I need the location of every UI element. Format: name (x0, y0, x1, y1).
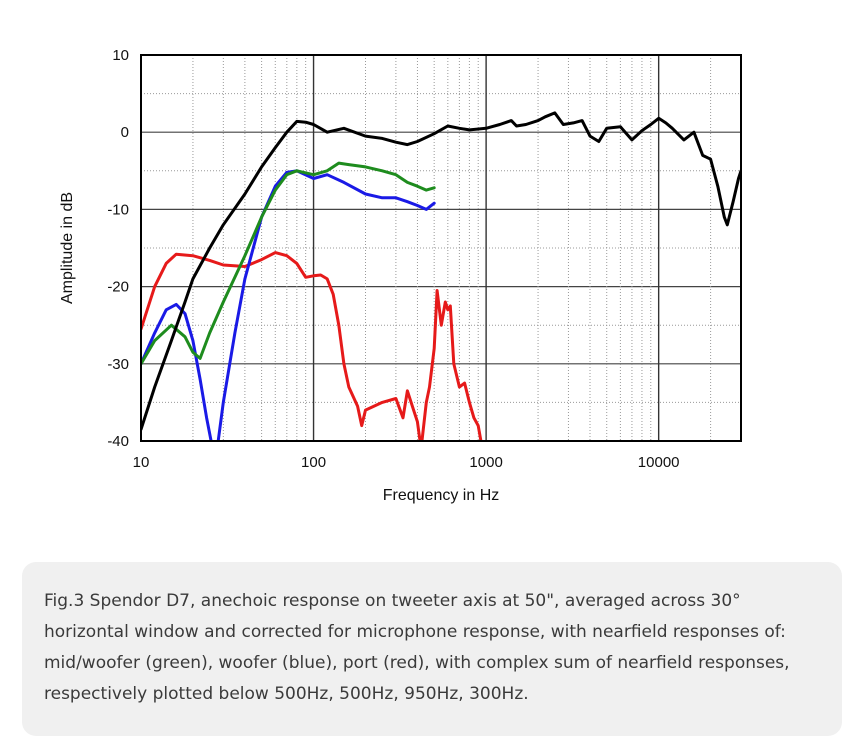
figure-caption: Fig.3 Spendor D7, anechoic response on t… (44, 591, 790, 704)
x-tick-label: 10000 (638, 454, 680, 471)
series-line-port (141, 251, 483, 441)
y-tick-label: -30 (107, 356, 129, 373)
y-tick-label: -20 (107, 279, 129, 296)
x-tick-label: 1000 (469, 454, 502, 471)
x-tick-label: 10 (133, 454, 150, 471)
x-axis-title: Frequency in Hz (383, 487, 500, 504)
chart-series (141, 111, 741, 441)
y-tick-label: 0 (121, 124, 129, 141)
y-tick-label: -10 (107, 201, 129, 218)
y-tick-label: 10 (112, 47, 129, 64)
y-tick-label: -40 (107, 433, 129, 450)
series-line-anechoic-tweeter-axis-response (141, 111, 741, 431)
x-tick-label: 100 (301, 454, 326, 471)
y-axis-title: Amplitude in dB (59, 192, 76, 304)
figure-caption-box: Fig.3 Spendor D7, anechoic response on t… (22, 562, 842, 736)
series-line-mid-woofer (141, 161, 436, 366)
plot-frame (140, 54, 742, 442)
